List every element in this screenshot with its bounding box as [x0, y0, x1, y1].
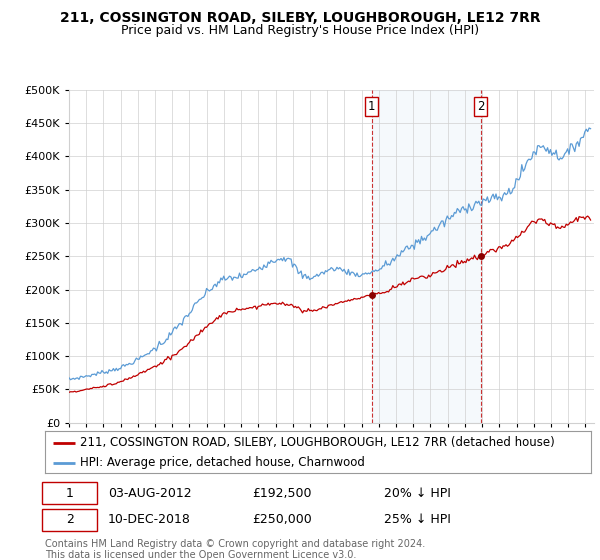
Text: 1: 1 [65, 487, 74, 500]
Text: 211, COSSINGTON ROAD, SILEBY, LOUGHBOROUGH, LE12 7RR: 211, COSSINGTON ROAD, SILEBY, LOUGHBOROU… [59, 11, 541, 25]
Text: 2: 2 [477, 100, 484, 113]
FancyBboxPatch shape [42, 482, 97, 505]
Text: 10-DEC-2018: 10-DEC-2018 [108, 513, 191, 526]
Text: 25% ↓ HPI: 25% ↓ HPI [383, 513, 451, 526]
FancyBboxPatch shape [42, 508, 97, 531]
Text: 20% ↓ HPI: 20% ↓ HPI [383, 487, 451, 500]
Text: 2: 2 [65, 513, 74, 526]
Text: 211, COSSINGTON ROAD, SILEBY, LOUGHBOROUGH, LE12 7RR (detached house): 211, COSSINGTON ROAD, SILEBY, LOUGHBOROU… [80, 436, 555, 450]
Text: 03-AUG-2012: 03-AUG-2012 [108, 487, 191, 500]
Text: £192,500: £192,500 [253, 487, 312, 500]
Text: 1: 1 [368, 100, 376, 113]
Text: Contains HM Land Registry data © Crown copyright and database right 2024.
This d: Contains HM Land Registry data © Crown c… [45, 539, 425, 560]
Bar [371, 90, 481, 423]
Text: Price paid vs. HM Land Registry's House Price Index (HPI): Price paid vs. HM Land Registry's House … [121, 24, 479, 36]
Text: HPI: Average price, detached house, Charnwood: HPI: Average price, detached house, Char… [80, 456, 365, 469]
Text: £250,000: £250,000 [253, 513, 312, 526]
